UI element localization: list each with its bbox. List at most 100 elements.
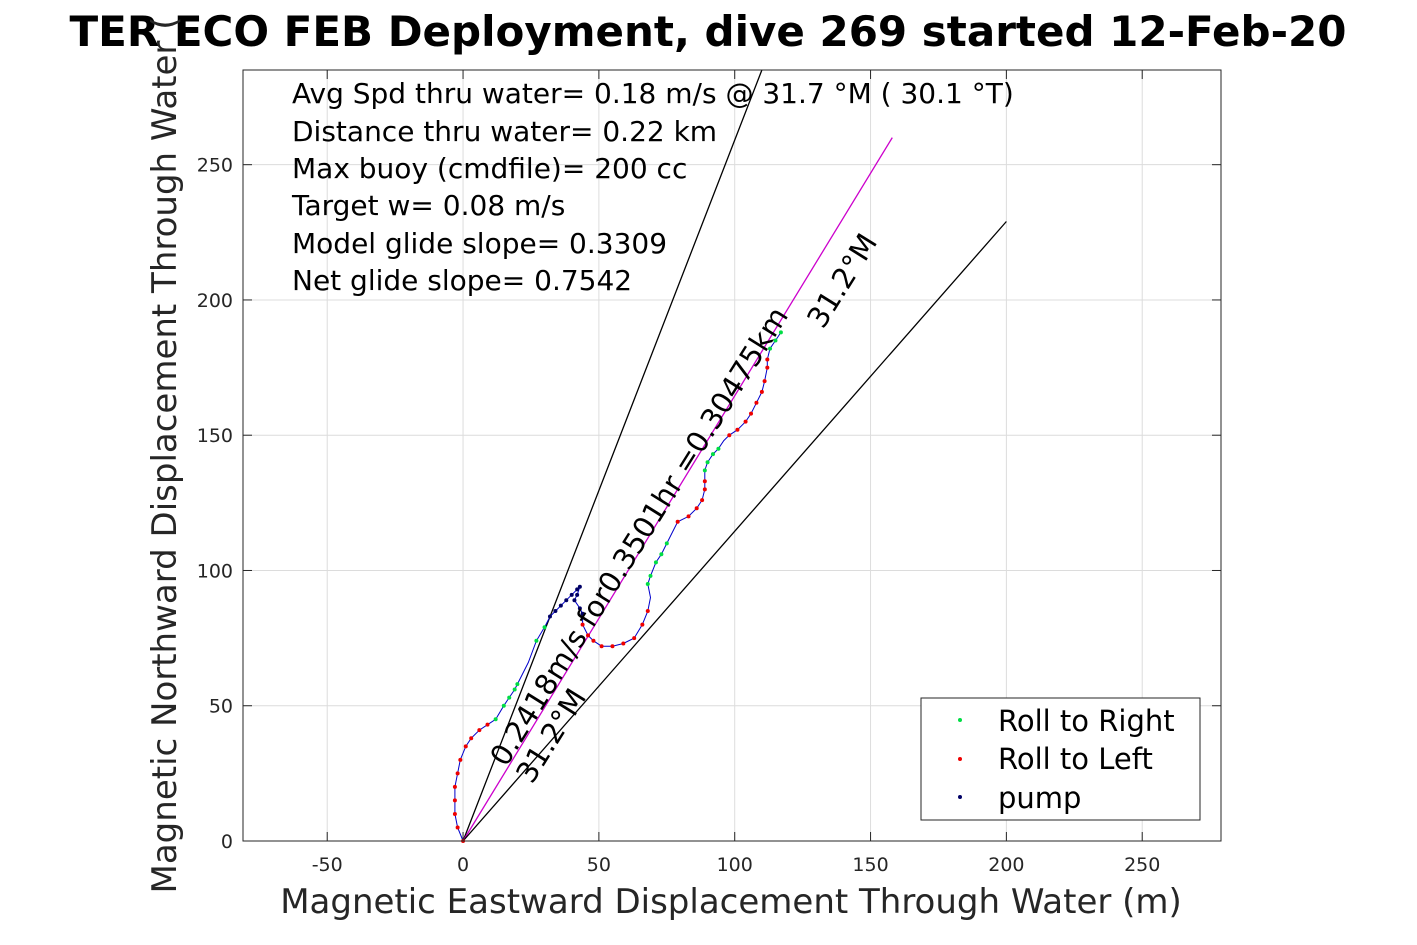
point-roll-to-right (648, 573, 653, 578)
point-roll-to-left (762, 379, 767, 384)
y-tick-label: 0 (221, 831, 233, 853)
point-roll-to-left (599, 644, 604, 649)
point-roll-to-right (778, 330, 783, 335)
point-roll-to-left (640, 622, 645, 627)
net-glide-annotation: Net glide slope= 0.7542 (292, 264, 632, 297)
point-roll-to-right (507, 695, 512, 700)
point-roll-to-left (469, 736, 474, 741)
point-roll-to-left (452, 784, 457, 789)
legend-marker-roll-right (958, 718, 962, 722)
model-glide-annotation: Model glide slope= 0.3309 (292, 227, 667, 260)
point-pump (553, 609, 558, 614)
y-axis-label: Magnetic Northward Displacement Through … (145, 17, 185, 894)
point-roll-to-left (645, 609, 650, 614)
point-pump (569, 592, 574, 597)
x-tick-label: 250 (1124, 854, 1160, 876)
point-roll-to-left (765, 357, 770, 362)
point-roll-to-left (700, 498, 705, 503)
point-roll-to-left (455, 825, 460, 830)
point-roll-to-right (659, 552, 664, 557)
point-roll-to-left (580, 622, 585, 627)
point-pump (558, 603, 563, 608)
point-pump (575, 587, 580, 592)
point-roll-to-right (534, 638, 539, 643)
point-roll-to-left (702, 479, 707, 484)
x-tick-label: 150 (852, 854, 888, 876)
point-pump (577, 606, 582, 611)
point-roll-to-left (463, 744, 468, 749)
x-tick-label: 50 (587, 854, 611, 876)
point-roll-to-right (493, 717, 498, 722)
x-tick-label: 100 (717, 854, 753, 876)
y-tick-label: 250 (197, 155, 233, 177)
legend-label-pump: pump (998, 781, 1081, 815)
point-roll-to-right (664, 541, 669, 546)
point-roll-to-left (694, 506, 699, 511)
point-roll-to-left (686, 514, 691, 519)
point-roll-to-left (759, 389, 764, 394)
y-tick-label: 100 (197, 560, 233, 582)
point-roll-to-left (452, 811, 457, 816)
point-roll-to-left (586, 633, 591, 638)
point-pump (575, 592, 580, 597)
x-tick-label: -50 (312, 854, 343, 876)
point-roll-to-left (452, 798, 457, 803)
point-roll-to-left (455, 771, 460, 776)
avg-speed-annotation: Avg Spd thru water= 0.18 m/s @ 31.7 °M (… (292, 77, 1014, 110)
point-roll-to-right (773, 338, 778, 343)
point-roll-to-right (512, 687, 517, 692)
axis-ticks: -50 0 50 100 150 200 250 0 50 100 150 200 250 (197, 70, 1221, 876)
max-buoy-annotation: Max buoy (cmdfile)= 200 cc (292, 152, 687, 185)
point-roll-to-left (702, 487, 707, 492)
point-roll-to-left (477, 728, 482, 733)
legend: Roll to Right Roll to Left pump (920, 697, 1201, 821)
point-roll-to-left (610, 644, 615, 649)
stats-annotations: Avg Spd thru water= 0.18 m/s @ 31.7 °M (… (291, 77, 1014, 297)
reference-line-1 (462, 137, 893, 842)
point-roll-to-left (735, 427, 740, 432)
point-roll-to-left (765, 365, 770, 370)
y-tick-label: 50 (209, 696, 233, 718)
point-roll-to-right (702, 468, 707, 473)
point-roll-to-right (705, 460, 710, 465)
legend-label-roll-right: Roll to Right (998, 704, 1175, 738)
data-points (452, 330, 783, 843)
y-tick-label: 150 (197, 425, 233, 447)
target-w-annotation: Target w= 0.08 m/s (291, 189, 565, 222)
point-roll-to-left (485, 722, 490, 727)
point-pump (547, 614, 552, 619)
legend-box (920, 697, 1201, 821)
y-tick-label: 200 (197, 290, 233, 312)
point-pump (580, 611, 585, 616)
plot-frame (242, 69, 1222, 842)
x-tick-label: 0 (457, 854, 469, 876)
point-roll-to-left (749, 411, 754, 416)
point-roll-to-left (743, 419, 748, 424)
point-roll-to-right (542, 625, 547, 630)
legend-marker-pump (958, 795, 962, 799)
point-pump (564, 598, 569, 603)
legend-label-roll-left: Roll to Left (998, 742, 1153, 776)
reference-lines (462, 69, 1007, 842)
point-pump (577, 584, 582, 589)
x-tick-label: 200 (988, 854, 1024, 876)
point-roll-to-right (653, 560, 658, 565)
point-roll-to-left (675, 519, 680, 524)
point-roll-to-right (515, 682, 520, 687)
point-roll-to-left (632, 636, 637, 641)
point-roll-to-right (645, 582, 650, 586)
point-roll-to-left (727, 433, 732, 438)
point-pump (572, 598, 577, 603)
point-roll-to-left (458, 757, 463, 762)
reference-line-2 (462, 221, 1007, 842)
point-roll-to-left (591, 638, 596, 643)
distance-annotation: Distance thru water= 0.22 km (292, 115, 717, 148)
point-roll-to-right (716, 446, 721, 451)
chart-title: TER ECO FEB Deployment, dive 269 started… (70, 7, 1347, 56)
reference-line-0 (462, 69, 763, 842)
point-roll-to-left (621, 641, 626, 646)
point-roll-to-right (710, 452, 715, 457)
point-roll-to-right (501, 703, 506, 708)
x-axis-label: Magnetic Eastward Displacement Through W… (280, 882, 1182, 922)
